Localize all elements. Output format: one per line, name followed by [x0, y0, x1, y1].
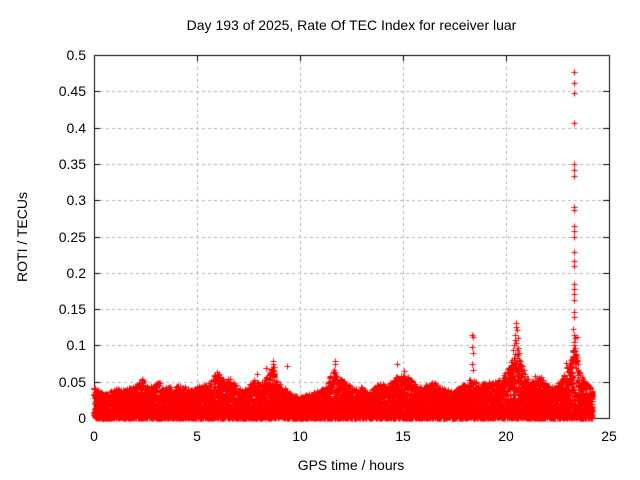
x-axis-label: GPS time / hours [297, 457, 405, 473]
x-tick-label: 20 [498, 428, 514, 444]
x-tick-label: 15 [395, 428, 411, 444]
y-tick-label: 0.5 [66, 47, 86, 63]
y-tick-label: 0 [78, 410, 86, 426]
y-tick-label: 0.2 [66, 264, 86, 281]
y-tick-label: 0.1 [66, 337, 86, 354]
y-tick-label: 0.35 [58, 155, 86, 172]
x-tick-label: 5 [193, 428, 201, 444]
y-tick-label: 0.45 [58, 83, 86, 100]
chart-title: Day 193 of 2025, Rate Of TEC Index for r… [186, 17, 517, 33]
x-tick-label: 25 [601, 428, 617, 444]
x-tick-label: 10 [292, 428, 308, 444]
x-tick-label: 0 [90, 428, 98, 444]
y-tick-label: 0.15 [58, 301, 86, 318]
y-tick-label: 0.4 [66, 119, 86, 136]
y-tick-label: 0.05 [58, 373, 86, 390]
y-tick-label: 0.3 [66, 192, 86, 209]
y-tick-label: 0.25 [58, 228, 86, 245]
